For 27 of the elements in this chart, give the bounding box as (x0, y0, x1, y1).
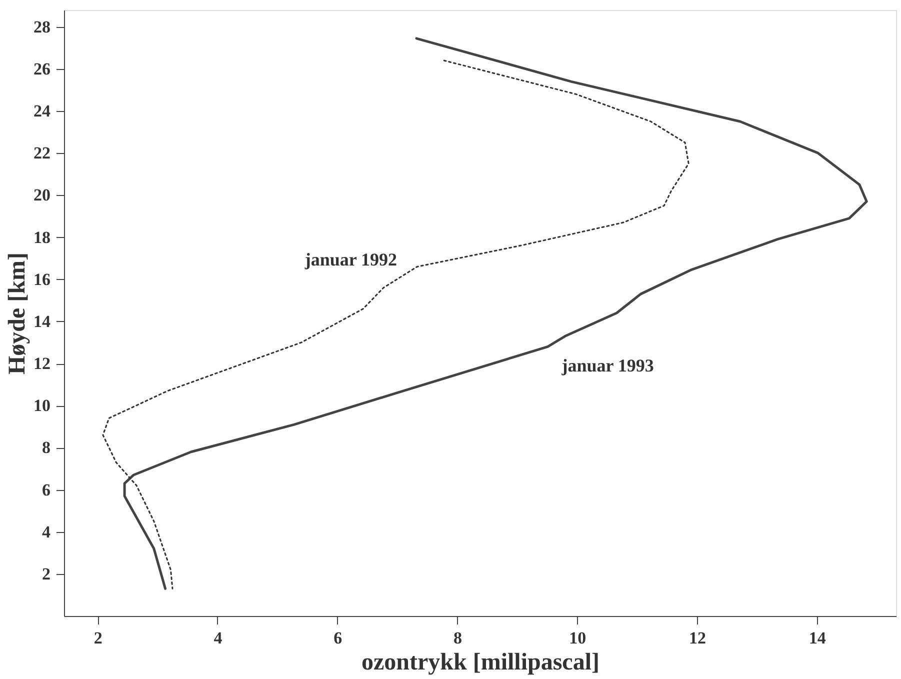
x-tick-label: 12 (688, 628, 706, 648)
y-tick-label: 12 (34, 354, 50, 373)
x-tick-label: 10 (569, 628, 586, 648)
line-series (102, 60, 690, 590)
y-tick-label: 14 (34, 312, 51, 331)
y-tick-label: 10 (34, 396, 50, 416)
y-tick-label: 16 (34, 270, 50, 289)
x-tick-label: 2 (94, 628, 102, 648)
y-tick-label: 2 (42, 564, 50, 584)
x-tick-label: 6 (334, 628, 342, 648)
line-series (123, 37, 868, 590)
y-tick-label: 8 (42, 438, 50, 458)
y-tick-label: 20 (34, 186, 50, 205)
y-tick-label: 28 (34, 17, 50, 36)
x-tick-label: 14 (808, 628, 826, 648)
y-tick-label: 24 (34, 102, 51, 120)
x-axis-title: ozontrykk [millipascal] (362, 650, 600, 676)
y-tick-label: 4 (42, 522, 51, 542)
y-tick-label: 22 (34, 144, 50, 163)
y-tick-label: 6 (42, 480, 50, 500)
x-tick-label: 4 (214, 628, 223, 648)
x-tick-label: 8 (453, 628, 462, 648)
annotation: januar 1992 (304, 250, 398, 270)
y-tick-label: 26 (34, 59, 50, 78)
y-axis-title: Høyde [km] (4, 252, 30, 374)
y-tick-label: 18 (34, 228, 50, 247)
annotation: januar 1993 (560, 356, 654, 376)
